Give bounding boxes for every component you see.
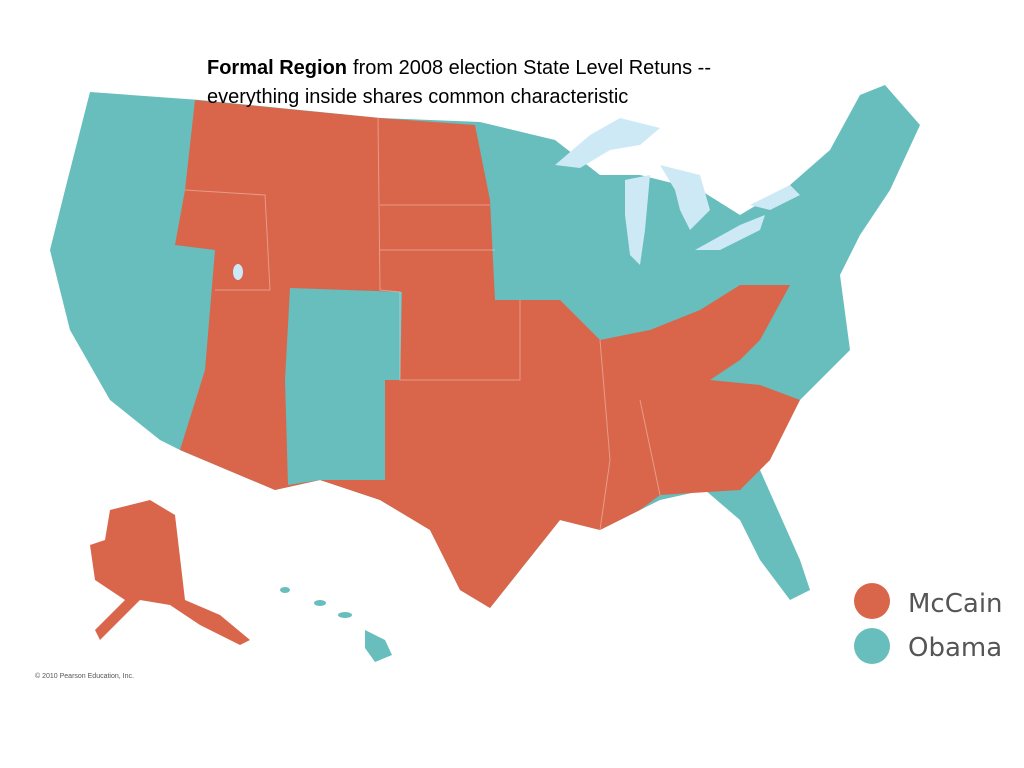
obama-hawaii <box>280 587 392 662</box>
mccain-alaska <box>90 500 250 645</box>
map-shape <box>365 630 392 662</box>
lake-superior <box>555 118 660 168</box>
map-shape <box>280 587 290 593</box>
mccain-region <box>175 100 800 608</box>
lakes <box>233 118 800 280</box>
map-shape <box>314 600 326 606</box>
lake-erie <box>695 215 765 250</box>
title-rest: from 2008 election State Level Retuns -- <box>353 57 711 79</box>
legend-label: McCain <box>908 589 1003 619</box>
lake-ontario <box>750 185 800 210</box>
title-bold: Formal Region <box>207 57 347 79</box>
credit: © 2010 Pearson Education, Inc. <box>35 672 134 680</box>
lake-michigan <box>625 175 650 265</box>
obama-colorado-new-mexico <box>285 288 402 485</box>
legend-swatch <box>854 628 890 664</box>
legend-label: Obama <box>908 633 1002 663</box>
legend: McCain Obama <box>854 583 1003 664</box>
map-shape <box>338 612 352 618</box>
title-line2: everything inside shares common characte… <box>207 86 628 108</box>
state-line <box>377 117 521 381</box>
state-line <box>599 339 611 531</box>
title: Formal Region from 2008 election State Le… <box>207 57 711 79</box>
map <box>50 85 920 662</box>
great-salt-lake <box>233 264 243 280</box>
legend-swatch <box>854 583 890 619</box>
lake-huron <box>660 165 710 230</box>
state-line <box>639 399 661 496</box>
state-line <box>184 189 271 291</box>
